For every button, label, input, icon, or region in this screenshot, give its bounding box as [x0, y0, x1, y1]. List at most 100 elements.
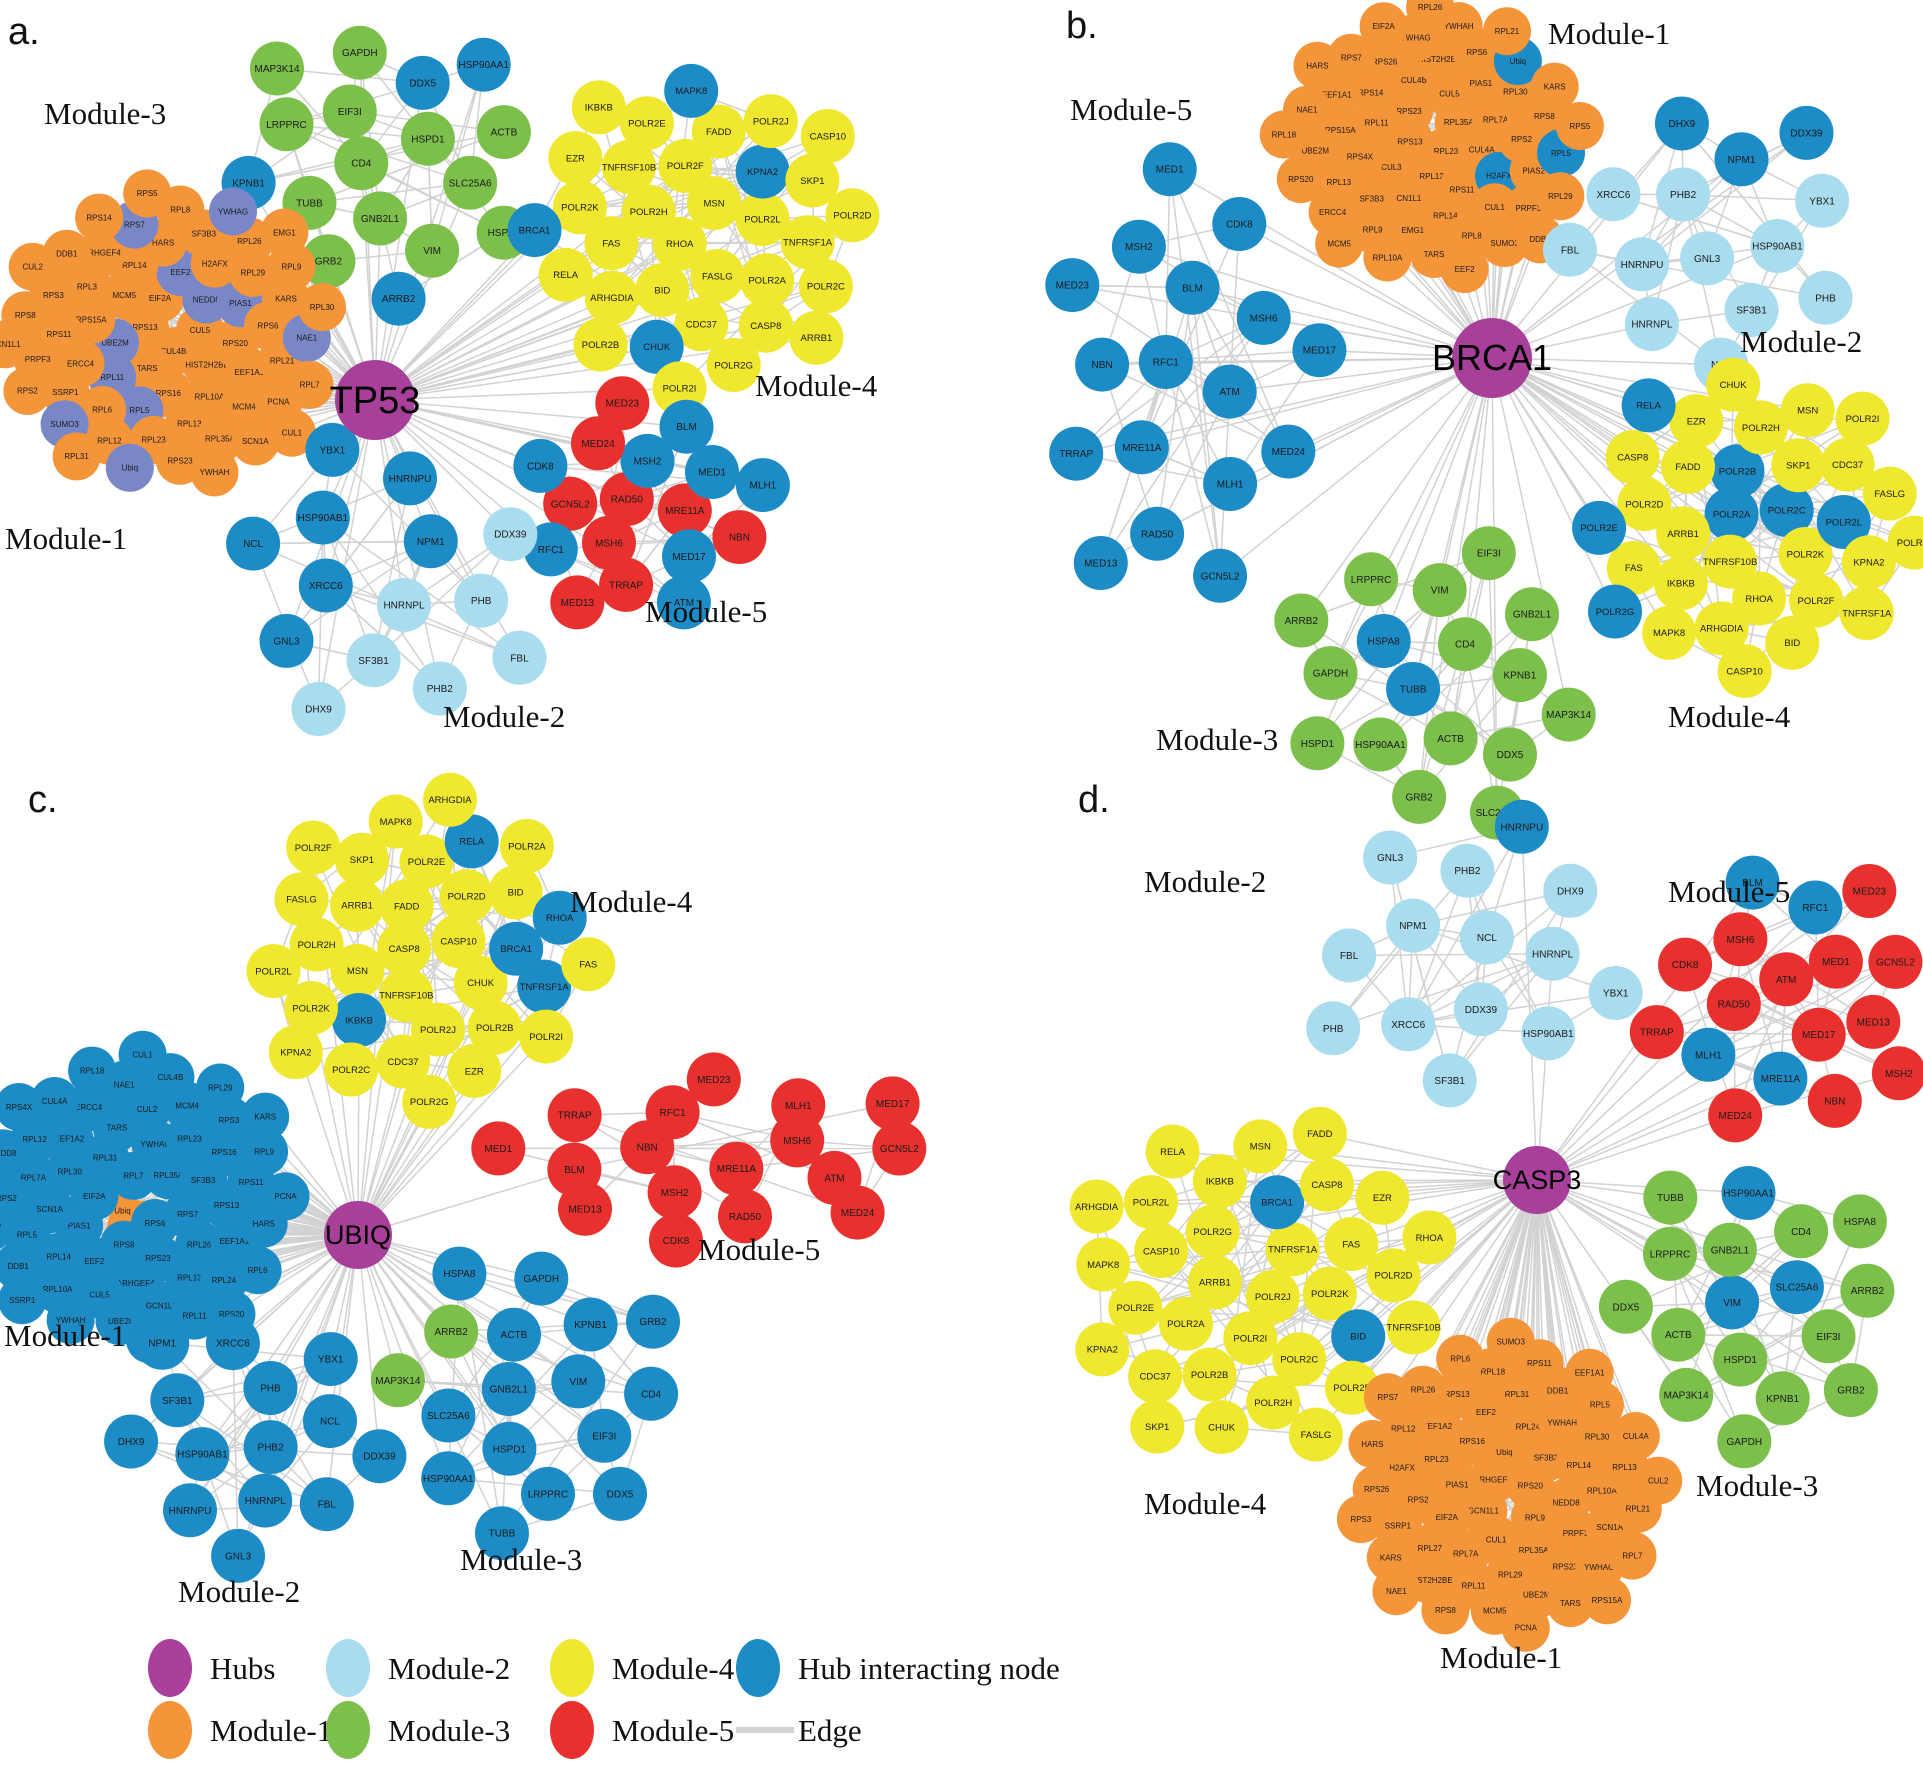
node-SLC25A6[interactable]: SLC25A6 — [1769, 1260, 1824, 1315]
node-HARS[interactable]: HARS — [1293, 41, 1342, 90]
node-KPNB1[interactable]: KPNB1 — [1492, 648, 1547, 703]
node-EIF3I[interactable]: EIF3I — [1461, 526, 1516, 581]
node-MSH2[interactable]: MSH2 — [647, 1165, 702, 1220]
node-EIF3I[interactable]: EIF3I — [1801, 1309, 1856, 1364]
node-YWHAH[interactable]: YWHAH — [190, 448, 239, 497]
node-RPS8[interactable]: RPS8 — [1421, 1586, 1470, 1635]
node-GAPDH[interactable]: GAPDH — [332, 25, 387, 80]
node-POLR2G[interactable]: POLR2G — [1588, 584, 1642, 639]
node-ARHGDIA[interactable]: ARHGDIA — [584, 270, 639, 325]
node-RPL30[interactable]: RPL30 — [298, 283, 346, 332]
node-RPL6[interactable]: RPL6 — [1436, 1334, 1485, 1383]
node-LRPPRC[interactable]: LRPPRC — [259, 97, 314, 152]
node-SKP1[interactable]: SKP1 — [1130, 1399, 1185, 1454]
node-CDK8[interactable]: CDK8 — [1212, 197, 1267, 251]
node-EIF2A[interactable]: EIF2A — [1359, 2, 1408, 51]
node-XRCC6[interactable]: XRCC6 — [1381, 997, 1436, 1052]
node-RPL7[interactable]: RPL7 — [1608, 1531, 1657, 1580]
node-CUL2[interactable]: CUL2 — [1634, 1456, 1683, 1505]
node-ARRB2[interactable]: ARRB2 — [424, 1304, 479, 1359]
hub-UBIQ[interactable]: UBIQ — [324, 1201, 392, 1269]
node-ACTB[interactable]: ACTB — [476, 105, 531, 160]
node-HNRNPU[interactable]: HNRNPU — [383, 451, 437, 506]
node-ARHGDIA[interactable]: ARHGDIA — [1069, 1179, 1124, 1234]
node-HNRNPL[interactable]: HNRNPL — [238, 1473, 293, 1528]
node-CD4[interactable]: CD4 — [1438, 617, 1492, 672]
node-EIF3I[interactable]: EIF3I — [577, 1408, 632, 1463]
node-EEF2[interactable]: EEF2 — [1440, 245, 1489, 294]
node-POLR2E[interactable]: POLR2E — [619, 96, 674, 151]
node-NPM1[interactable]: NPM1 — [135, 1315, 190, 1370]
node-KARS[interactable]: KARS — [241, 1092, 290, 1141]
node-CASP8[interactable]: CASP8 — [1300, 1157, 1354, 1212]
node-GRB2[interactable]: GRB2 — [626, 1294, 680, 1349]
node-HSP90AB1[interactable]: HSP90AB1 — [1521, 1006, 1576, 1061]
node-POLR2G[interactable]: POLR2G — [402, 1074, 457, 1129]
node-LRPPRC[interactable]: LRPPRC — [1344, 552, 1399, 607]
node-MED17[interactable]: MED17 — [865, 1076, 920, 1131]
node-SSRP1[interactable]: SSRP1 — [0, 1276, 47, 1325]
node-PHB2[interactable]: PHB2 — [1656, 167, 1711, 222]
node-MED1[interactable]: MED1 — [1142, 142, 1197, 197]
node-BRCA1[interactable]: BRCA1 — [507, 203, 562, 258]
node-CASP8[interactable]: CASP8 — [1605, 430, 1660, 484]
node-GNB2L1[interactable]: GNB2L1 — [353, 191, 408, 246]
node-LRPPRC[interactable]: LRPPRC — [1643, 1226, 1697, 1281]
node-YBX1[interactable]: YBX1 — [1795, 173, 1850, 228]
hub-BRCA1[interactable]: BRCA1 — [1432, 318, 1552, 398]
node-MED17[interactable]: MED17 — [1791, 1007, 1846, 1062]
node-VIM[interactable]: VIM — [1412, 563, 1467, 618]
node-POLR2A[interactable]: POLR2A — [499, 819, 554, 873]
node-ATM[interactable]: ATM — [1202, 364, 1257, 419]
node-POLR2F[interactable]: POLR2F — [286, 820, 341, 875]
node-NBN[interactable]: NBN — [1807, 1073, 1862, 1128]
node-CUL1[interactable]: CUL1 — [118, 1030, 167, 1079]
node-HNRNPL[interactable]: HNRNPL — [377, 577, 431, 632]
node-HSP90AA1[interactable]: HSP90AA1 — [421, 1451, 476, 1506]
node-BLM[interactable]: BLM — [1165, 260, 1220, 315]
hub-CASP3[interactable]: CASP3 — [1493, 1146, 1582, 1214]
node-KPNA2[interactable]: KPNA2 — [1075, 1322, 1130, 1377]
node-RFC1[interactable]: RFC1 — [1138, 335, 1193, 389]
node-SF3B1[interactable]: SF3B1 — [1422, 1053, 1477, 1108]
node-ACTB[interactable]: ACTB — [1423, 711, 1478, 766]
node-ARHGDIA[interactable]: ARHGDIA — [423, 772, 477, 827]
node-RPL18[interactable]: RPL18 — [68, 1046, 117, 1095]
node-MAP3K14[interactable]: MAP3K14 — [1541, 687, 1596, 742]
node-RFC1[interactable]: RFC1 — [1788, 880, 1843, 935]
node-PHB2[interactable]: PHB2 — [1440, 843, 1495, 898]
node-GCN5L2[interactable]: GCN5L2 — [1193, 548, 1248, 603]
node-HSPD1[interactable]: HSPD1 — [400, 111, 455, 166]
node-RPS3[interactable]: RPS3 — [1336, 1495, 1385, 1544]
node-NBN[interactable]: NBN — [1075, 337, 1130, 392]
node-MRE11A[interactable]: MRE11A — [1753, 1051, 1808, 1106]
node-RPS5[interactable]: RPS5 — [123, 169, 172, 218]
node-GNL3[interactable]: GNL3 — [1363, 830, 1418, 885]
node-FASLG[interactable]: FASLG — [690, 249, 745, 303]
node-DHX9[interactable]: DHX9 — [104, 1414, 159, 1469]
node-GNB2L1[interactable]: GNB2L1 — [1702, 1222, 1757, 1277]
node-MSN[interactable]: MSN — [1780, 383, 1835, 438]
node-DDX5[interactable]: DDX5 — [1598, 1279, 1653, 1334]
node-POLR2B[interactable]: POLR2B — [1182, 1347, 1237, 1402]
node-GAPDH[interactable]: GAPDH — [1717, 1414, 1772, 1469]
node-MAP3K14[interactable]: MAP3K14 — [370, 1353, 425, 1408]
node-HNRNPU[interactable]: HNRNPU — [1494, 799, 1549, 854]
node-KPNB1[interactable]: KPNB1 — [563, 1297, 618, 1352]
node-MAPK8[interactable]: MAPK8 — [664, 63, 719, 118]
node-POLR2D[interactable]: POLR2D — [825, 188, 880, 243]
node-NCL[interactable]: NCL — [1459, 910, 1514, 965]
node-YBX1[interactable]: YBX1 — [303, 1332, 358, 1387]
node-POLR2G[interactable]: POLR2G — [706, 338, 761, 392]
node-POLR2J[interactable]: POLR2J — [743, 94, 798, 149]
node-MRE11A[interactable]: MRE11A — [709, 1141, 764, 1196]
node-IKBKB[interactable]: IKBKB — [571, 80, 626, 135]
node-RPL29[interactable]: RPL29 — [1536, 172, 1585, 221]
node-MED13[interactable]: MED13 — [558, 1181, 612, 1236]
node-PCNA[interactable]: PCNA — [261, 1172, 310, 1221]
node-RPL29[interactable]: RPL29 — [196, 1063, 245, 1112]
node-XRCC6[interactable]: XRCC6 — [1586, 167, 1641, 222]
node-FASLG[interactable]: FASLG — [1288, 1407, 1343, 1462]
node-FBL[interactable]: FBL — [492, 630, 547, 685]
node-CDC37[interactable]: CDC37 — [1128, 1349, 1183, 1404]
